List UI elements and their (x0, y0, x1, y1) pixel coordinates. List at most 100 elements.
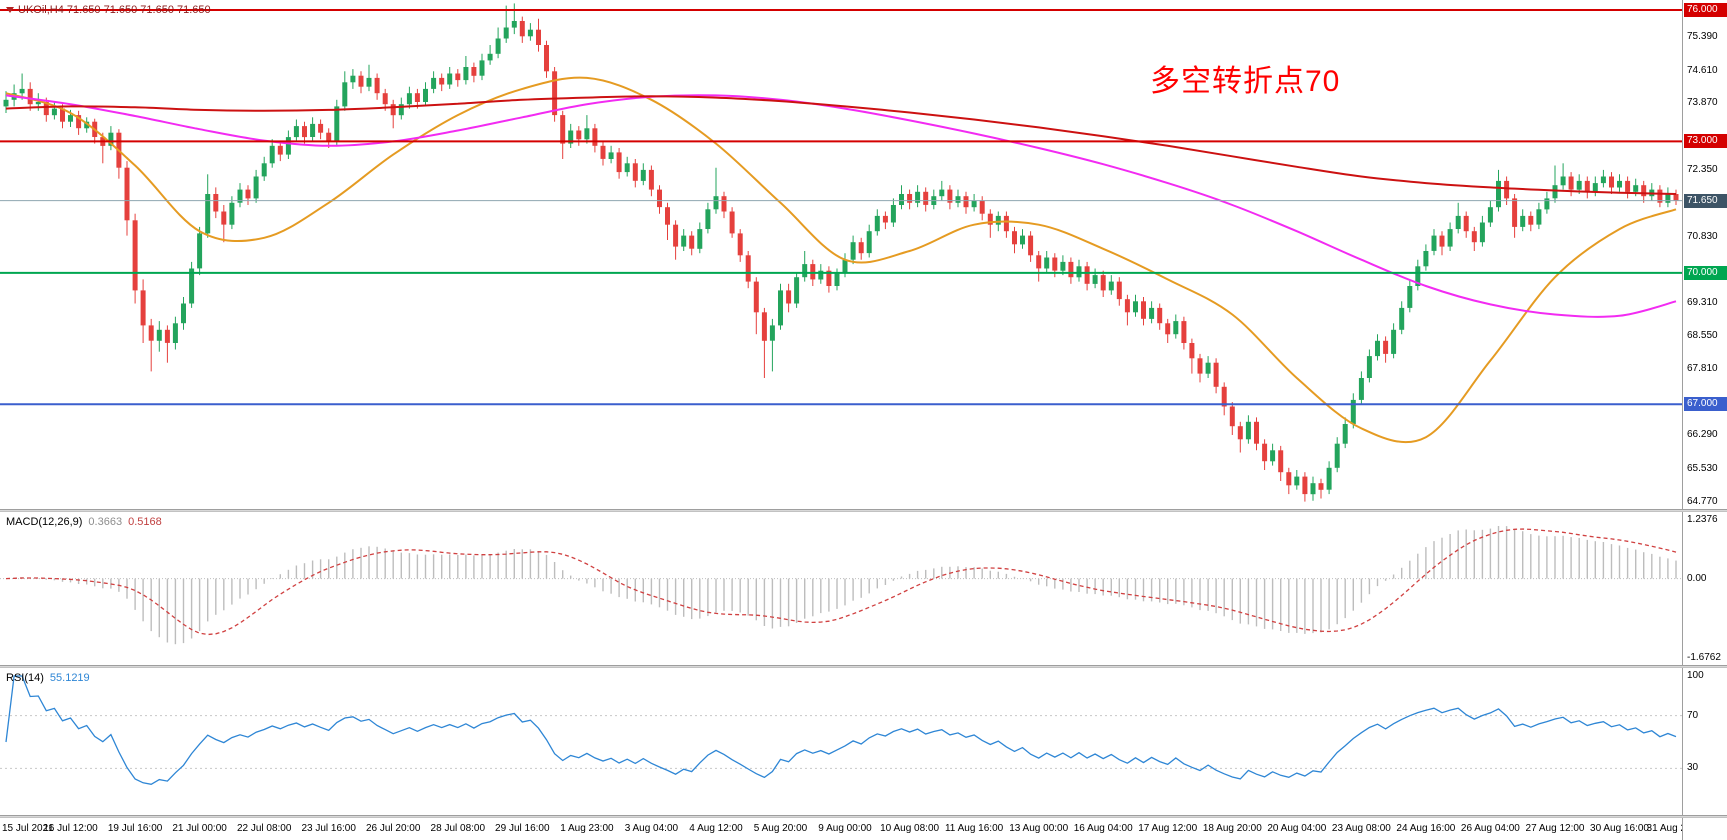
panel-divider-time-axis[interactable] (0, 815, 1727, 818)
candle (1254, 417, 1259, 451)
macd-canvas[interactable] (0, 512, 1682, 666)
rsi-value: 55.1219 (49, 672, 90, 684)
candle (979, 196, 985, 221)
time-axis-label: 23 Jul 16:00 (301, 823, 356, 834)
candle (1020, 229, 1025, 249)
candle (1375, 334, 1380, 361)
price-axis-badge: 70.000 (1684, 265, 1727, 280)
price-axis-label: 67.810 (1687, 362, 1718, 374)
candle (1262, 439, 1268, 470)
time-axis-label: 15 Jul 2021 (2, 823, 54, 834)
candle (1302, 472, 1308, 502)
candle (108, 126, 114, 151)
candle (310, 117, 316, 142)
candle (697, 222, 703, 254)
rsi-axis-label: 30 (1687, 762, 1699, 774)
candle (1657, 185, 1663, 208)
candle (1455, 202, 1461, 234)
price-axis[interactable]: 76.000 75.390 74.610 73.870 73.000 72.350 71.6… (1682, 0, 1727, 840)
candle (1003, 211, 1009, 238)
candle (197, 226, 203, 276)
candle (229, 196, 235, 230)
candle (390, 99, 396, 129)
rsi-label: RSI(14) 55.1219 (6, 672, 90, 684)
candle (818, 264, 824, 284)
candle (560, 110, 566, 159)
candle (713, 167, 719, 214)
rsi-axis-label: 70 (1687, 709, 1699, 721)
candle (584, 115, 590, 144)
candle (1205, 356, 1211, 378)
candle (213, 187, 219, 219)
candle (398, 97, 404, 120)
ma-line-fast (5, 76, 1677, 444)
candle (205, 174, 211, 238)
candle (302, 121, 307, 144)
candle (1520, 209, 1526, 232)
candle (1528, 211, 1534, 232)
candle (1060, 255, 1066, 276)
time-axis-label: 1 Aug 23:00 (560, 823, 614, 834)
candle (544, 40, 549, 78)
candle (277, 141, 283, 162)
candle (600, 141, 606, 166)
candle (1552, 165, 1558, 203)
macd-value-main: 0.3663 (88, 516, 123, 528)
candle (971, 194, 977, 212)
price-axis-label: 73.870 (1687, 97, 1718, 109)
candle (479, 53, 485, 81)
candle (786, 283, 792, 313)
chart-title: UKOil,H4 71.650 71.650 71.650 71.650 (6, 4, 211, 16)
candle (632, 159, 638, 188)
candle (1044, 251, 1050, 273)
macd-axis-label: 0.00 (1687, 572, 1707, 584)
candle (874, 209, 880, 236)
candle (3, 91, 9, 113)
candle (1181, 316, 1187, 350)
time-axis-label: 26 Jul 20:00 (365, 823, 421, 834)
price-axis-badge: 67.000 (1684, 397, 1727, 412)
candle (721, 191, 727, 219)
time-axis[interactable]: 15 Jul 2021 16 Jul 12:00 19 Jul 16:00 21 Ju… (0, 818, 1705, 840)
macd-axis-label: 1.2376 (1687, 514, 1718, 525)
candle (221, 205, 227, 243)
candle (1108, 275, 1114, 295)
candle (1617, 174, 1622, 192)
candle (1649, 183, 1655, 201)
candle (1536, 202, 1542, 230)
candle (455, 69, 461, 87)
candle (648, 165, 654, 197)
candle (681, 229, 687, 251)
candle (1479, 215, 1485, 247)
candle (495, 27, 501, 59)
panel-divider-rsi[interactable] (0, 665, 1727, 668)
candle (1431, 229, 1437, 256)
candle (1100, 270, 1106, 297)
candle (826, 266, 832, 293)
ma-line-slow (5, 95, 1677, 195)
candle (794, 272, 800, 308)
time-axis-label: 24 Aug 16:00 (1396, 823, 1456, 834)
candle (753, 277, 759, 335)
candle (1149, 301, 1155, 324)
candle (326, 128, 332, 148)
annotation-text: 多空转折点70 (1150, 65, 1341, 98)
candle (1342, 417, 1348, 449)
candle (1173, 314, 1179, 339)
candle (1012, 226, 1017, 254)
candle (1278, 445, 1284, 481)
candle (616, 148, 622, 179)
panel-divider-macd[interactable] (0, 509, 1727, 512)
candle (882, 211, 888, 230)
time-axis-label: 22 Jul 08:00 (236, 823, 292, 834)
candle (439, 73, 445, 92)
candle (84, 117, 90, 133)
macd-axis-label: -1.6762 (1687, 652, 1721, 663)
main-chart-canvas[interactable] (0, 0, 1682, 510)
candle (987, 209, 993, 238)
candle (568, 123, 574, 148)
time-axis-label: 26 Aug 04:00 (1460, 823, 1520, 834)
price-axis-label: 65.530 (1687, 462, 1718, 474)
rsi-canvas[interactable] (0, 668, 1682, 816)
time-axis-label: 3 Aug 04:00 (624, 823, 679, 834)
